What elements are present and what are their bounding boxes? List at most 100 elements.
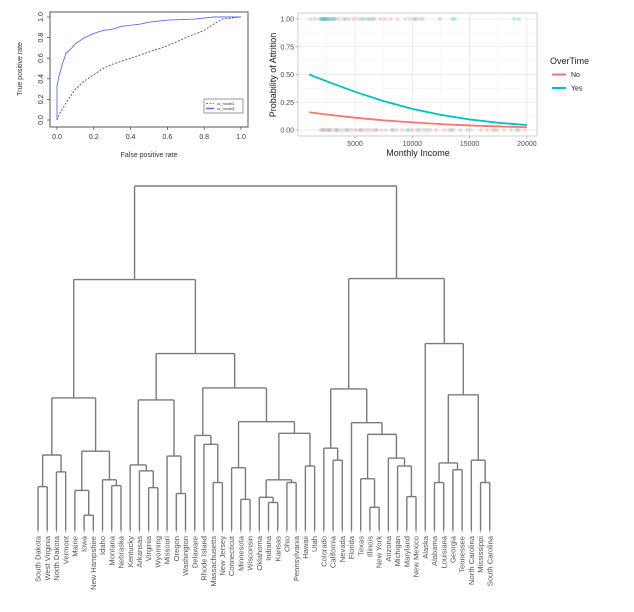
leaf-label: Montana [107,535,116,565]
attrition-curves [308,73,527,129]
point-no-attrition-0 [451,128,456,132]
point-no-attrition-0 [346,128,351,132]
legend-title: OverTime [550,56,589,66]
point-no-attrition-1 [351,17,356,21]
leaf-label: Maryland [402,536,411,567]
leaf-label: Nebraska [117,535,126,568]
attrition-y-tick-label: 0.50 [280,72,294,79]
dendrogram: South Dakota West Virginia North Dakota Ver… [34,185,494,590]
attrition-chart: 5000 10000 15000 20000 0.00 0.25 0.50 0.75 1.00… [268,12,589,158]
point-no-attrition-0 [379,128,384,132]
point-no-attrition-1 [378,17,383,21]
attrition-y-tick-label: 0.25 [280,100,294,107]
point-no-attrition-1 [372,17,377,21]
point-no-attrition-0 [335,128,340,132]
curve-yes [308,73,527,126]
point-yes-attrition-0 [320,128,325,132]
point-yes-attrition-0 [465,128,470,132]
point-no-attrition-0 [325,128,330,132]
leaf-label: Illinois [366,536,375,557]
point-yes-attrition-0 [358,128,363,132]
attrition-y-tick-label: 0.75 [280,44,294,51]
point-yes-attrition-1 [330,17,335,21]
point-yes-attrition-1 [370,17,375,21]
roc-x-label: False positive rate [121,152,178,159]
point-yes-attrition-1 [317,17,322,21]
point-yes-attrition-1 [420,17,425,21]
point-yes-attrition-1 [365,17,370,21]
roc-x-tick-label: 1.0 [236,134,246,141]
leaf-label: Colorado [319,536,328,567]
point-no-attrition-0 [442,128,447,132]
point-no-attrition-0 [495,128,500,132]
leaf-label: Wisconsin [246,536,255,571]
point-yes-attrition-1 [512,17,517,21]
leaf-label: Kentucky [126,536,135,567]
leaf-label: Oklahoma [255,535,264,570]
point-no-attrition-0 [349,128,354,132]
leaf-label: Kansas [273,536,282,562]
roc-y-tick-label: 0.8 [38,33,45,43]
point-no-attrition-0 [363,128,368,132]
point-no-attrition-1 [412,17,417,21]
point-no-attrition-0 [389,128,394,132]
roc-y-tick-label: 0.2 [38,94,45,104]
attrition-x-label: Monthly Income [386,148,450,158]
roc-legend: cv_model1 cv_model3 [203,98,244,114]
point-no-attrition-0 [404,128,409,132]
roc-y-axis: 0.0 0.2 0.4 0.6 0.8 1.0 [38,12,50,125]
leaf-label: Virginia [144,535,153,561]
point-yes-attrition-1 [452,17,457,21]
point-no-attrition-0 [359,128,364,132]
point-no-attrition-0 [446,128,451,132]
leaf-label: Louisiana [439,535,448,568]
leaf-label: Connecticut [227,535,236,576]
leaf-label: Alaska [421,535,430,559]
leaf-label: Georgia [449,535,458,563]
point-yes-attrition-0 [374,128,379,132]
point-no-attrition-0 [330,128,335,132]
attrition-y-tick-label: 0.00 [280,128,294,135]
leaf-label: New Hampshire [89,536,98,590]
point-no-attrition-0 [318,128,323,132]
leaf-label: Washington [181,536,190,576]
leaf-label: North Dakota [52,535,61,581]
point-yes-attrition-0 [326,128,331,132]
point-no-attrition-0 [339,128,344,132]
point-no-attrition-0 [394,128,399,132]
roc-legend-box [203,98,244,114]
point-no-attrition-0 [522,128,527,132]
point-no-attrition-0 [342,128,347,132]
point-yes-attrition-0 [406,128,411,132]
point-yes-attrition-0 [492,128,497,132]
leaf-label: Massachusetts [209,536,218,587]
attrition-grid [298,13,537,136]
attrition-x-tick-label: 20000 [517,141,537,148]
point-no-attrition-1 [312,17,317,21]
point-no-attrition-1 [388,17,393,21]
point-no-attrition-0 [327,128,332,132]
leaf-label: Tennessee [458,536,467,573]
point-yes-attrition-1 [325,17,330,21]
curve-no [309,111,527,129]
point-yes-attrition-1 [450,17,455,21]
point-no-attrition-1 [347,17,352,21]
point-yes-attrition-0 [514,128,519,132]
point-no-attrition-0 [484,128,489,132]
point-no-attrition-1 [395,17,400,21]
roc-y-tick-label: 1.0 [38,12,45,22]
leaf-label: Oregon [172,536,181,561]
leaf-label: Missouri [163,536,172,565]
legend-label-cv-model1: cv_model1 [217,102,234,106]
roc-x-tick-label: 0.4 [126,134,136,141]
roc-y-label: True positive rate [17,42,24,96]
point-no-attrition-1 [367,17,372,21]
point-no-attrition-1 [408,17,413,21]
point-yes-attrition-1 [437,17,442,21]
point-no-attrition-0 [356,128,361,132]
point-yes-attrition-1 [332,17,337,21]
leaf-label: Idaho [98,536,107,555]
attrition-y-label: Probability of Attrition [268,33,278,118]
point-no-attrition-0 [508,128,513,132]
point-yes-attrition-1 [516,17,521,21]
